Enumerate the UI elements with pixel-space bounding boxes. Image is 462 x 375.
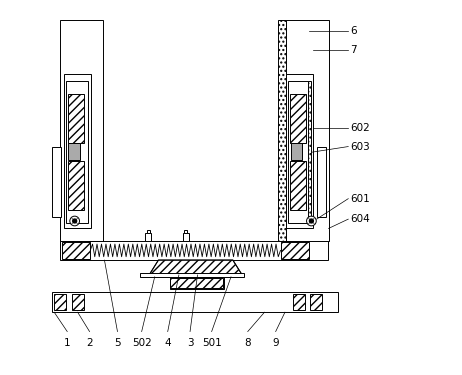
Bar bbox=[293, 294, 305, 310]
Circle shape bbox=[70, 216, 79, 226]
Bar bbox=[146, 230, 150, 233]
Bar bbox=[54, 294, 66, 310]
Circle shape bbox=[73, 219, 77, 223]
Text: 4: 4 bbox=[164, 338, 171, 348]
Bar bbox=[68, 143, 79, 160]
Bar bbox=[60, 241, 328, 260]
Text: 604: 604 bbox=[350, 214, 370, 224]
Bar bbox=[308, 81, 311, 223]
Text: 8: 8 bbox=[244, 338, 251, 348]
Text: 9: 9 bbox=[273, 338, 279, 348]
Bar bbox=[52, 147, 61, 217]
Text: 7: 7 bbox=[350, 45, 357, 55]
Bar bbox=[146, 233, 152, 241]
Text: 1: 1 bbox=[64, 338, 71, 348]
Text: 603: 603 bbox=[350, 141, 370, 152]
Bar bbox=[291, 143, 302, 160]
Bar bbox=[288, 81, 310, 223]
Bar bbox=[316, 147, 326, 217]
Bar bbox=[310, 294, 322, 310]
Bar bbox=[286, 20, 328, 242]
Bar bbox=[140, 273, 244, 277]
Circle shape bbox=[310, 219, 313, 223]
Bar bbox=[61, 242, 90, 259]
Bar bbox=[72, 294, 84, 310]
Bar bbox=[182, 233, 188, 241]
Bar bbox=[281, 242, 309, 259]
Text: 3: 3 bbox=[187, 338, 194, 348]
Text: 2: 2 bbox=[86, 338, 93, 348]
Bar bbox=[278, 20, 286, 242]
Bar bbox=[91, 20, 100, 242]
Text: 502: 502 bbox=[132, 338, 152, 348]
Bar bbox=[184, 230, 188, 233]
Text: 601: 601 bbox=[350, 194, 370, 204]
Bar bbox=[64, 74, 91, 228]
Bar bbox=[286, 74, 313, 228]
Text: 5: 5 bbox=[114, 338, 121, 348]
Bar bbox=[170, 277, 224, 289]
Bar bbox=[68, 162, 84, 210]
Bar bbox=[52, 292, 338, 312]
Bar bbox=[290, 162, 306, 210]
Polygon shape bbox=[149, 260, 242, 275]
Text: 6: 6 bbox=[350, 26, 357, 36]
Bar bbox=[68, 94, 84, 143]
Text: 501: 501 bbox=[202, 338, 221, 348]
Bar bbox=[170, 278, 223, 288]
Bar bbox=[66, 81, 88, 223]
Text: 602: 602 bbox=[350, 123, 370, 133]
Circle shape bbox=[307, 216, 316, 226]
Bar bbox=[60, 20, 103, 242]
Bar bbox=[290, 94, 306, 143]
